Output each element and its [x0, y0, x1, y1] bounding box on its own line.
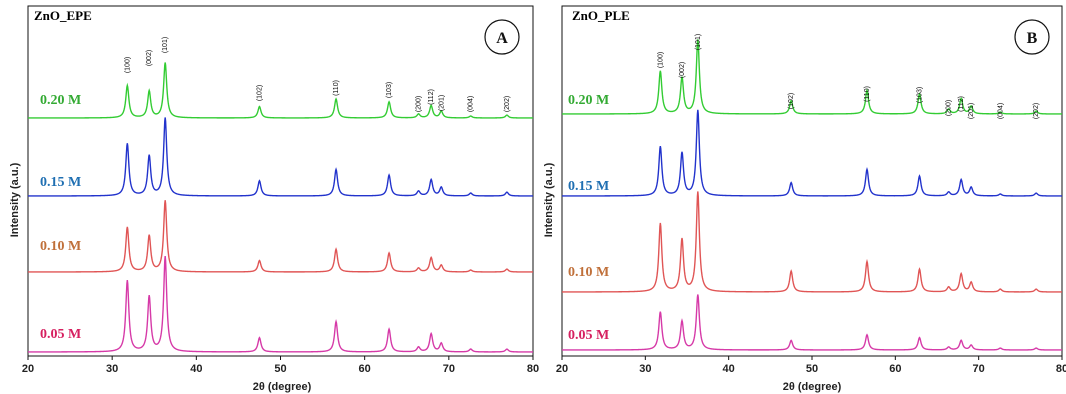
peak-label: (004)	[468, 96, 475, 112]
x-axis-label: 2θ (degree)	[253, 381, 312, 393]
x-tick-label: 50	[806, 363, 818, 375]
series-line-0-15-M	[562, 109, 1062, 197]
series-label: 0.05 M	[568, 328, 609, 343]
x-tick-label: 80	[1056, 363, 1066, 375]
panel-badge-circle	[484, 19, 520, 55]
y-axis-label: Intensity (a.u.)	[9, 162, 21, 237]
x-tick-label: 70	[443, 363, 455, 375]
x-tick-label: 20	[22, 363, 34, 375]
series-label: 0.20 M	[40, 93, 81, 108]
peak-labels: (100) (002) (101) (102) (110) (103) (200) (112)…	[124, 37, 511, 112]
panel-title: ZnO_EPE	[34, 8, 92, 23]
series-labels: 0.20 M 0.15 M 0.10 M 0.05 M	[568, 93, 609, 343]
panel-a: ZnO_EPE A (100) (002) (101) (102) (110) (103)…	[9, 5, 539, 393]
panel-badge-circle	[1014, 19, 1050, 55]
x-tick-label: 50	[274, 363, 286, 375]
peak-label: (002)	[679, 62, 686, 78]
series-line-0-20-M	[562, 39, 1063, 115]
peak-label: (200)	[416, 96, 423, 112]
x-tick-label: 60	[359, 363, 371, 375]
x-tick-label: 20	[556, 363, 568, 375]
series-curves	[562, 39, 1063, 351]
peak-label: (101)	[162, 37, 169, 53]
panel-title: ZnO_PLE	[572, 8, 630, 23]
series-line-0-10-M	[562, 191, 1062, 293]
peak-label: (004)	[997, 103, 1004, 119]
peak-labels: (100) (002) (101) (102) (110) (103) (200) (112)…	[657, 34, 1040, 119]
peak-label: (002)	[146, 50, 153, 66]
x-ticks: 20 30 40 50 60 70 80	[556, 356, 1066, 375]
x-tick-label: 40	[190, 363, 202, 375]
peak-label: (200)	[946, 100, 953, 116]
plot-frame	[561, 5, 1063, 357]
series-line-0-05-M	[28, 256, 533, 353]
peak-label: (201)	[968, 103, 975, 119]
y-axis-label: Intensity (a.u.)	[543, 162, 555, 237]
series-line-0-10-M	[28, 200, 533, 273]
peak-label: (202)	[1033, 103, 1040, 119]
peak-label: (112)	[428, 89, 435, 105]
series-labels: 0.20 M 0.15 M 0.10 M 0.05 M	[40, 93, 81, 342]
x-axis-label: 2θ (degree)	[783, 381, 842, 393]
peak-label: (102)	[788, 93, 795, 109]
series-label: 0.20 M	[568, 93, 609, 108]
series-label: 0.15 M	[40, 175, 81, 190]
x-tick-label: 70	[973, 363, 985, 375]
x-ticks: 20 30 40 50 60 70 80	[22, 356, 539, 375]
series-label: 0.15 M	[568, 179, 609, 194]
series-line-0-20-M	[28, 62, 533, 119]
peak-label: (103)	[917, 87, 924, 103]
x-tick-label: 30	[639, 363, 651, 375]
plot-frame	[27, 5, 534, 357]
peak-label: (201)	[438, 95, 445, 111]
peak-label: (112)	[958, 96, 965, 112]
peak-label: (103)	[386, 82, 393, 98]
panel-badge: B	[1027, 30, 1038, 47]
x-tick-label: 60	[889, 363, 901, 375]
peak-label: (101)	[695, 34, 702, 50]
peak-label: (110)	[864, 86, 871, 102]
series-curves	[27, 62, 533, 353]
peak-label: (102)	[257, 85, 264, 101]
x-tick-label: 30	[106, 363, 118, 375]
peak-label: (110)	[333, 80, 340, 96]
x-tick-label: 40	[723, 363, 735, 375]
peak-label: (202)	[504, 96, 511, 112]
peak-label: (100)	[657, 52, 664, 68]
series-line-0-05-M	[562, 294, 1062, 351]
series-label: 0.05 M	[40, 327, 81, 342]
series-label: 0.10 M	[40, 239, 81, 254]
peak-label: (100)	[124, 57, 131, 73]
panel-b: ZnO_PLE B (100) (002) (101) (102) (110) (103)…	[543, 5, 1066, 393]
panel-badge: A	[496, 30, 508, 47]
x-tick-label: 80	[527, 363, 539, 375]
series-line-0-15-M	[27, 117, 533, 197]
series-label: 0.10 M	[568, 265, 609, 280]
